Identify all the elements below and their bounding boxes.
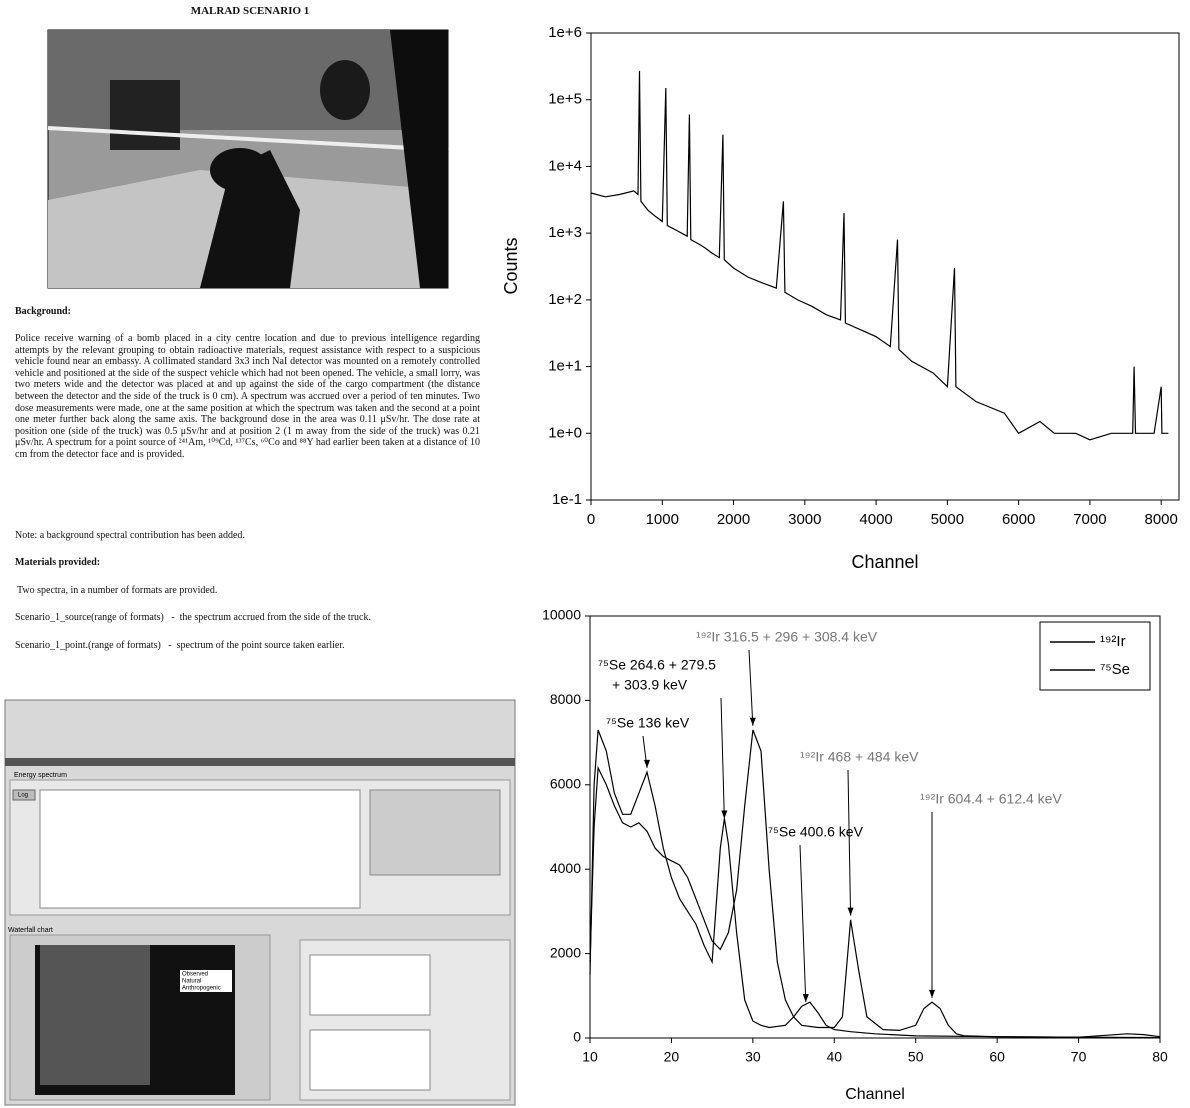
legend-label: ¹⁹²Ir [1100, 633, 1126, 650]
menu-item[interactable]: Observed [182, 972, 208, 978]
x-tick-label: 50 [908, 1049, 924, 1065]
series-line [590, 70, 1169, 441]
legend [1039, 621, 1151, 691]
x-tick-label: 8000 [1144, 511, 1177, 528]
y-tick-label: 10000 [542, 607, 581, 623]
heading: Background: [15, 306, 71, 317]
menu-item[interactable]: Natural [182, 979, 201, 985]
annotation: + 303.9 keV [612, 677, 688, 693]
heading: Materials provided: [15, 557, 101, 568]
plot-frame [589, 615, 1161, 1039]
log-label: Log [18, 793, 28, 799]
x-tick-label: 7000 [1073, 511, 1106, 528]
y-tick-label: 1e+2 [548, 291, 582, 308]
y-tick-label: 1e-1 [552, 491, 582, 508]
annotation: ⁷⁵Se 400.6 keV [768, 824, 864, 840]
menu-item[interactable]: Anthropogenic [182, 986, 221, 992]
x-tick-label: 10 [582, 1049, 598, 1065]
y-tick-label: 1e+6 [548, 24, 582, 41]
doc-title: MALRAD SCENARIO 1 [190, 5, 310, 17]
x-tick-label: 40 [826, 1049, 842, 1065]
y-tick-label: 1e+3 [548, 224, 582, 241]
item: Scenario_1_source(range of formats) - th… [15, 612, 371, 623]
panel-title: Energy spectrum [14, 772, 67, 779]
y-axis-label: Counts [501, 237, 521, 294]
item: Scenario_1_point.(range of formats) - sp… [15, 640, 345, 651]
note: Note: a background spectral contribution… [15, 530, 245, 541]
arrow-head [721, 810, 728, 819]
photo [47, 29, 449, 289]
log-button[interactable] [12, 789, 36, 801]
annotation: ⁷⁵Se 136 keV [606, 715, 690, 731]
y-tick-label: 6000 [550, 776, 581, 792]
y-tick-label: 4000 [550, 860, 581, 876]
paragraph: Police receive warning of a bomb placed … [15, 333, 480, 460]
annotation: ¹⁹²Ir 316.5 + 296 + 308.4 keV [696, 629, 878, 645]
x-tick-label: 5000 [931, 511, 964, 528]
series-line [589, 729, 1161, 1038]
arrow-head [749, 717, 756, 726]
x-tick-label: 60 [989, 1049, 1005, 1065]
waterfall-title: Waterfall chart [8, 927, 53, 934]
plot-frame [590, 32, 1180, 501]
y-tick-label: 8000 [550, 691, 581, 707]
y-tick-label: 1e+5 [548, 91, 582, 108]
y-tick-label: 1e+1 [548, 358, 582, 375]
annotation-arrow [748, 649, 754, 726]
x-tick-label: 1000 [646, 511, 679, 528]
x-tick-label: 0 [587, 511, 595, 528]
software-screenshot: Energy spectrum Log Waterfall chart Obse… [4, 699, 516, 1106]
annotation: ⁷⁵Se 264.6 + 279.5 [598, 657, 716, 673]
arrow-head [802, 994, 809, 1003]
x-tick-label: 70 [1071, 1049, 1087, 1065]
annotation-arrow [847, 769, 852, 916]
x-tick-label: 2000 [717, 511, 750, 528]
y-tick-label: 1e+0 [548, 424, 582, 441]
x-axis-label: Channel [851, 552, 918, 572]
x-tick-label: 3000 [788, 511, 821, 528]
annotation: ¹⁹²Ir 468 + 484 keV [800, 749, 919, 765]
y-tick-label: 0 [573, 1029, 581, 1045]
arrow-head [929, 989, 935, 998]
item: Two spectra, in a number of formats are … [17, 585, 218, 596]
x-tick-label: 4000 [859, 511, 892, 528]
annotation-arrow [799, 844, 807, 1003]
y-tick-label: 1e+4 [548, 157, 582, 174]
series-line [589, 729, 1161, 1039]
x-tick-label: 20 [664, 1049, 680, 1065]
arrow-head [847, 907, 854, 916]
annotation-arrow [720, 697, 725, 819]
x-tick-label: 6000 [1002, 511, 1035, 528]
arrow-head [644, 759, 650, 768]
y-tick-label: 2000 [550, 944, 581, 960]
annotation: ¹⁹²Ir 604.4 + 612.4 keV [920, 791, 1062, 807]
x-tick-label: 30 [745, 1049, 761, 1065]
legend-label: ⁷⁵Se [1100, 661, 1130, 678]
x-axis-label: Channel [845, 1086, 905, 1103]
x-tick-label: 80 [1152, 1049, 1168, 1065]
